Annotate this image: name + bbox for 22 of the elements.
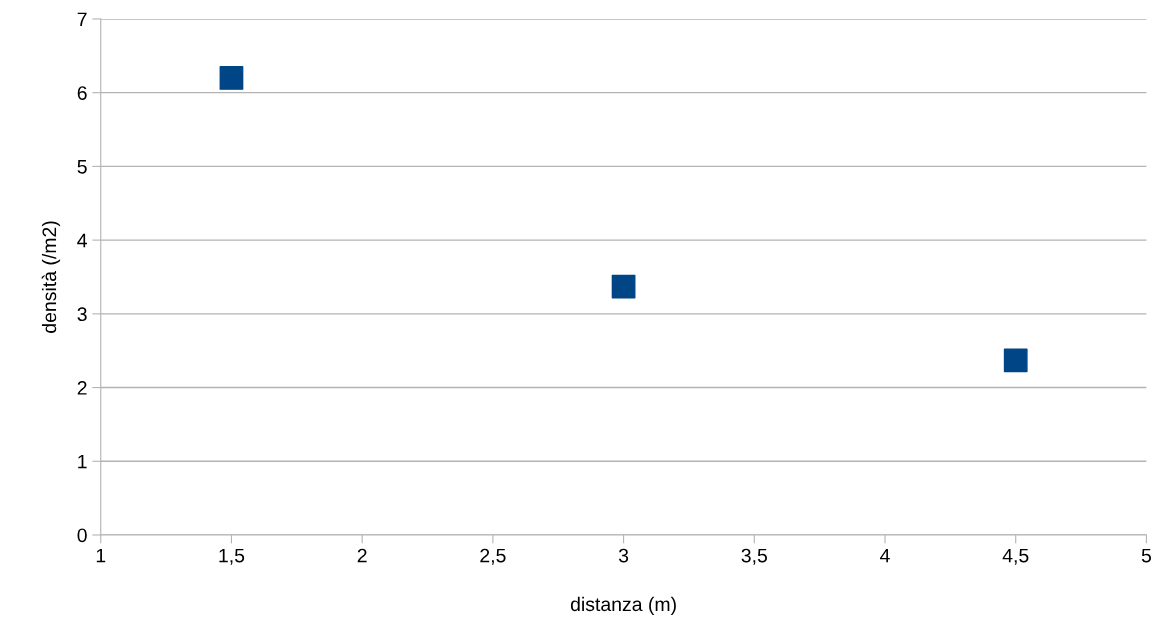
y-axis-title: densità (/m2) bbox=[41, 221, 61, 333]
x-tick-label: 1,5 bbox=[219, 548, 245, 565]
y-tick-label: 0 bbox=[77, 528, 87, 543]
x-tick-label: 5 bbox=[1141, 548, 1152, 563]
x-tick-label: 3 bbox=[618, 548, 629, 563]
y-tick-label: 6 bbox=[77, 86, 87, 100]
point bbox=[219, 66, 244, 90]
point bbox=[1003, 348, 1028, 373]
x-tick-label: 1 bbox=[96, 548, 106, 563]
y-tick-label: 4 bbox=[77, 233, 87, 248]
x-tick-label: 3,5 bbox=[741, 548, 767, 565]
x-tick-label: 4,5 bbox=[1002, 548, 1029, 565]
x-tick-label: 2 bbox=[357, 548, 367, 563]
x-axis-title: distanza (m) bbox=[570, 596, 676, 615]
x-tick-label: 4 bbox=[880, 548, 890, 563]
y-tick-label: 5 bbox=[77, 160, 87, 174]
y-tick-label: 3 bbox=[77, 307, 87, 322]
y-tick-label: 2 bbox=[77, 381, 87, 395]
x-tick-label: 2,5 bbox=[480, 548, 506, 565]
point bbox=[611, 274, 636, 299]
y-tick-label: 7 bbox=[77, 12, 87, 27]
y-tick-label: 1 bbox=[78, 454, 87, 469]
